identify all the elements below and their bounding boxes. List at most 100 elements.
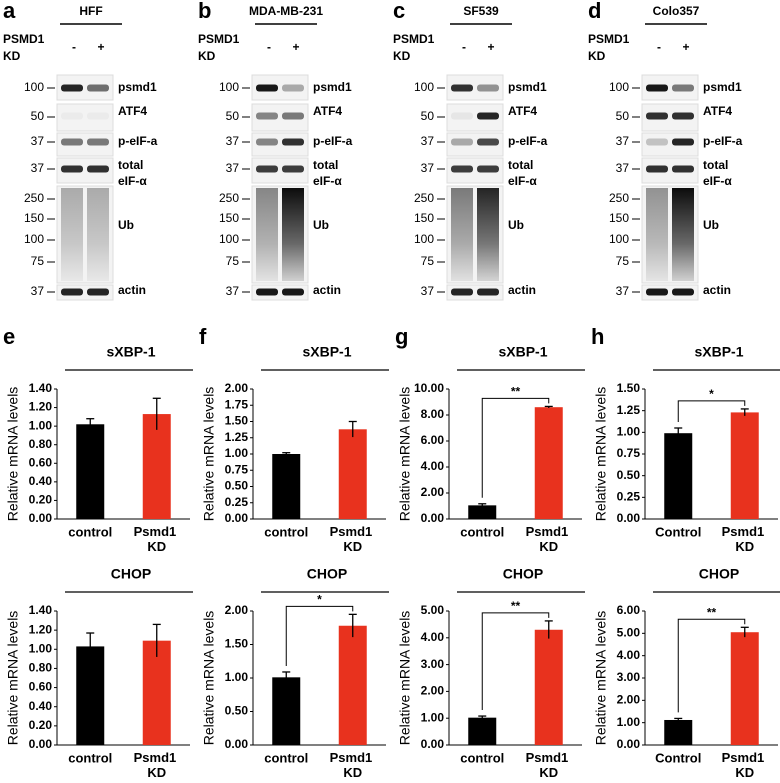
panel-letter: d	[588, 0, 601, 23]
band-label: p-eIF-a	[703, 134, 743, 148]
band-label: actin	[118, 283, 146, 297]
mw-marker: 100	[414, 232, 434, 246]
chart-title: sXBP-1	[106, 344, 155, 360]
y-axis-label: Relative mRNA levels	[5, 387, 21, 522]
band-label: Ub	[703, 218, 719, 232]
band-label: psmd1	[508, 80, 547, 94]
significance-label: **	[707, 605, 717, 619]
band	[282, 112, 304, 120]
band	[61, 165, 83, 173]
x-tick-label: Psmd1 KD	[330, 750, 376, 780]
y-tick-label: 0.60	[29, 455, 53, 469]
y-tick-label: 1.50	[617, 381, 641, 395]
band-label: actin	[508, 283, 536, 297]
mw-marker: 37	[226, 284, 240, 298]
band	[477, 288, 499, 296]
y-tick-label: 0.50	[225, 704, 249, 718]
chart-title: CHOP	[503, 566, 543, 582]
panel-letter: h	[591, 324, 604, 349]
mw-marker: 75	[616, 254, 630, 268]
chart-title: CHOP	[307, 566, 347, 582]
y-tick-label: 0.40	[29, 699, 53, 713]
mw-marker: 50	[616, 109, 630, 123]
mw-marker: 100	[219, 80, 239, 94]
band-label: actin	[703, 283, 731, 297]
mw-marker: 100	[24, 232, 44, 246]
chart-title: CHOP	[699, 566, 739, 582]
lane-label: +	[292, 40, 299, 54]
band-label: Ub	[313, 218, 329, 232]
band	[87, 84, 109, 92]
significance-label: *	[317, 593, 322, 607]
band	[672, 288, 694, 296]
significance-bracket	[285, 605, 354, 666]
band-label: total eIF-α	[508, 158, 537, 188]
band	[451, 165, 473, 173]
bar	[76, 646, 105, 745]
y-tick-label: 6.00	[617, 603, 641, 617]
mw-marker: 75	[421, 254, 435, 268]
x-tick-label: Psmd1 KD	[330, 524, 376, 554]
y-tick-label: 1.40	[29, 603, 53, 617]
y-tick-label: 2.00	[421, 684, 445, 698]
y-tick-label: 5.00	[421, 603, 445, 617]
band	[451, 112, 473, 120]
chart-title: sXBP-1	[498, 344, 547, 360]
lane-label: -	[267, 40, 271, 54]
mw-marker: 150	[24, 211, 44, 225]
band-label: p-eIF-a	[313, 134, 353, 148]
mw-marker: 50	[226, 109, 240, 123]
band	[87, 288, 109, 296]
mw-marker: 75	[31, 254, 45, 268]
y-tick-label: 0.80	[29, 661, 53, 675]
x-tick-label: control	[68, 750, 112, 765]
x-tick-label: Psmd1 KD	[722, 524, 768, 554]
bar	[338, 429, 367, 519]
mw-marker: 250	[609, 191, 629, 205]
significance-label: **	[511, 599, 521, 613]
ub-smear	[477, 188, 499, 281]
blot-title: HFF	[79, 4, 102, 18]
band	[256, 138, 278, 146]
y-tick-label: 1.20	[29, 622, 53, 636]
mw-marker: 37	[226, 134, 240, 148]
mw-marker: 100	[219, 232, 239, 246]
x-tick-label: Psmd1 KD	[134, 750, 180, 780]
band-label: total eIF-α	[703, 158, 732, 188]
band	[672, 165, 694, 173]
band	[646, 138, 668, 146]
y-tick-label: 8.00	[421, 407, 445, 421]
mw-marker: 150	[414, 211, 434, 225]
bar	[730, 632, 759, 745]
y-tick-label: 1.00	[421, 710, 445, 724]
band	[87, 165, 109, 173]
band	[451, 288, 473, 296]
y-tick-label: 1.75	[225, 397, 249, 411]
band-label: ATF4	[313, 104, 342, 118]
bar	[534, 407, 563, 519]
y-tick-label: 1.00	[617, 715, 641, 729]
band	[282, 84, 304, 92]
mw-marker: 100	[609, 80, 629, 94]
x-tick-label: control	[460, 750, 504, 765]
lane-label: -	[462, 40, 466, 54]
band	[61, 84, 83, 92]
band	[646, 288, 668, 296]
x-tick-label: Psmd1 KD	[526, 750, 572, 780]
x-tick-label: control	[264, 524, 308, 539]
band	[282, 288, 304, 296]
mw-marker: 37	[421, 161, 435, 175]
ub-smear	[282, 188, 304, 281]
mw-marker: 150	[219, 211, 239, 225]
y-axis-label: Relative mRNA levels	[593, 387, 609, 522]
significance-bracket	[481, 612, 550, 711]
band	[256, 84, 278, 92]
band	[646, 112, 668, 120]
condition-label: PSMD1 KD	[393, 32, 438, 63]
y-tick-label: 1.00	[29, 641, 53, 655]
mw-marker: 37	[616, 134, 630, 148]
y-tick-label: 0.20	[29, 493, 53, 507]
band	[646, 84, 668, 92]
band	[256, 288, 278, 296]
y-axis-label: Relative mRNA levels	[593, 611, 609, 746]
